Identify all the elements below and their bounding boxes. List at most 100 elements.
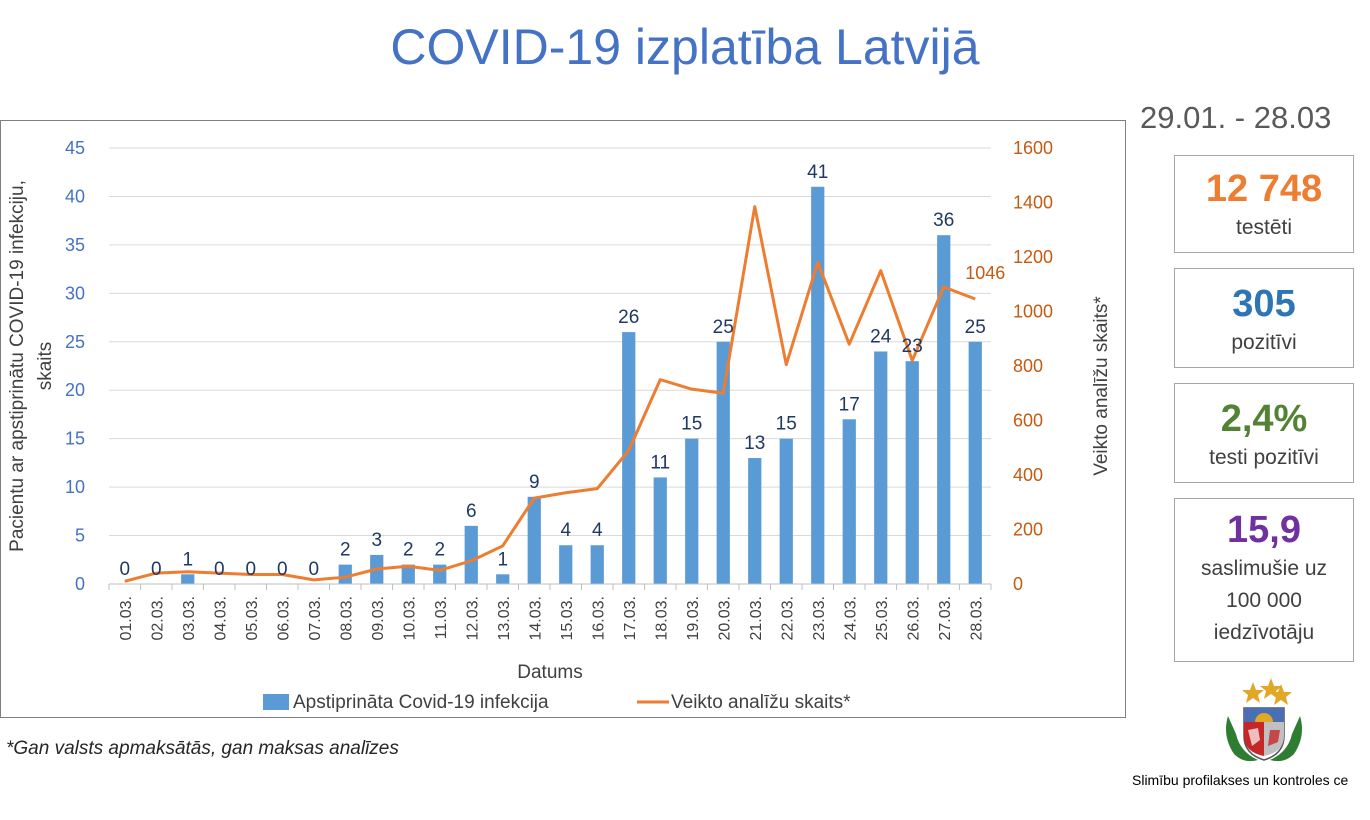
x-tick-label: 22.03. [779,596,796,640]
organization-name: Slimību profilakses un kontroles ce [1132,772,1349,788]
x-tick-label: 16.03. [590,596,607,640]
x-tick-label: 26.03. [905,596,922,640]
bar-series [181,186,982,584]
bar-data-label: 6 [466,501,477,522]
y-axis-title: Pacientu ar apstiprinātu COVID-19 infekc… [7,180,56,552]
y2-axis-title: Veikto analīžu skaits* [1091,296,1112,476]
x-tick-label: 25.03. [874,596,891,640]
right-axis: 0 200 400 600 800 1000 1200 1400 1600 [1013,138,1053,594]
bar-data-label: 0 [151,559,162,580]
y2-tick-label: 1200 [1013,247,1053,267]
bar-data-label: 4 [560,520,571,541]
bar-data-label: 2 [340,540,351,561]
y2-tick-label: 400 [1013,465,1043,485]
y-tick-label: 35 [65,235,85,255]
bar-data-label: 11 [650,452,670,473]
bar [590,545,604,584]
y-tick-label: 40 [65,186,85,206]
bar [779,438,793,584]
bar [716,341,730,584]
x-tick-label: 12.03. [464,596,481,640]
bar [496,574,510,584]
legend-bar-label: Apstiprināta Covid-19 infekcija [293,692,549,713]
bar [811,186,825,584]
x-axis: 01.03. 02.03. 03.03. 04.03. 05.03. 06.03. 07.0… [108,583,992,640]
stat-positive-label: pozitīvi [1231,331,1297,354]
x-tick-label: 14.03. [527,596,544,640]
stat-tested-label: testēti [1235,216,1293,239]
bar-data-label: 3 [371,530,382,551]
bar-data-label: 13 [744,433,765,454]
y-tick-label: 5 [75,526,85,546]
y-axis-title-line: Pacientu ar apstiprinātu COVID-19 infekc… [7,180,28,552]
y-tick-label: 25 [65,332,85,352]
y-tick-label: 30 [65,283,85,303]
x-tick-label: 20.03. [716,596,733,640]
x-tick-label: 23.03. [811,596,828,640]
y2-tick-label: 1000 [1013,302,1053,322]
bar-data-label: 26 [618,307,639,328]
bar [401,564,415,584]
x-tick-label: 06.03. [275,596,292,640]
y-tick-label: 45 [65,138,85,158]
stat-tested: 12 748 testēti [1174,155,1354,253]
x-tick-label: 19.03. [685,596,702,640]
bar [842,419,856,584]
bar-data-label: 1 [182,549,193,570]
x-tick-label: 28.03. [968,596,985,640]
x-tick-label: 21.03. [748,596,765,640]
stat-percent: 2,4% testi pozitīvi [1174,383,1354,483]
bar [748,458,762,584]
legend: Apstiprināta Covid-19 infekcija Veikto an… [263,692,851,713]
bar-data-label: 25 [713,317,734,338]
bar-data-label: 15 [681,414,702,435]
stat-per-100k-label: saslimušie uz 100 000 iedzīvotāju [1200,557,1328,644]
bar-data-label: 0 [214,559,225,580]
y-tick-label: 10 [65,477,85,497]
x-tick-label: 10.03. [401,596,418,640]
x-tick-label: 24.03. [842,596,859,640]
stat-positive: 305 pozitīvi [1174,268,1354,368]
bar-data-label: 1 [497,549,508,570]
bar [968,341,982,584]
x-tick-label: 17.03. [622,596,639,640]
bar [338,564,352,584]
x-tick-label: 11.03. [433,596,450,639]
x-tick-label: 05.03. [244,596,261,640]
bar [937,235,951,584]
x-tick-label: 09.03. [370,596,387,640]
bar-data-label: 0 [245,559,256,580]
stat-per-100k: 15,9 saslimušie uz 100 000 iedzīvotāju [1174,498,1354,662]
bar [464,525,478,584]
bar-data-label: 24 [870,326,892,347]
line-data-label: 1046 [965,263,1005,283]
footnote: *Gan valsts apmaksātās, gan maksas analī… [6,738,399,759]
x-tick-label: 18.03. [653,596,670,640]
stat-positive-value: 305 [1232,283,1296,325]
chart-frame: 1046 0 0 1 0 0 0 0 2 3 2 2 6 1 9 4 4 26 11 15 25 13 15 41 17 24 2… [0,120,1126,718]
stat-percent-label: testi pozitīvi [1209,446,1319,469]
x-tick-label: 07.03. [307,596,324,640]
x-tick-label: 01.03. [118,596,135,640]
y2-tick-label: 800 [1013,356,1043,376]
bar [905,361,919,584]
line-series: 1046 [124,205,1005,583]
bar [622,332,636,584]
bar-data-label: 9 [529,472,540,493]
x-axis-title: Datums [517,662,582,683]
bar [653,477,667,584]
x-tick-label: 13.03. [496,596,513,640]
x-tick-label: 08.03. [338,596,355,640]
bar [527,496,541,584]
y-tick-label: 0 [75,574,85,594]
line-path [124,205,976,583]
stat-percent-value: 2,4% [1220,398,1308,440]
x-tick-label: 15.03. [559,596,576,640]
left-axis: 0 5 10 15 20 25 30 35 40 45 [65,138,85,594]
page-title: COVID-19 izplatība Latvijā [390,19,980,75]
x-tick-label: 02.03. [149,596,166,640]
y-tick-label: 20 [65,380,85,400]
bar-data-label: 0 [119,559,130,580]
